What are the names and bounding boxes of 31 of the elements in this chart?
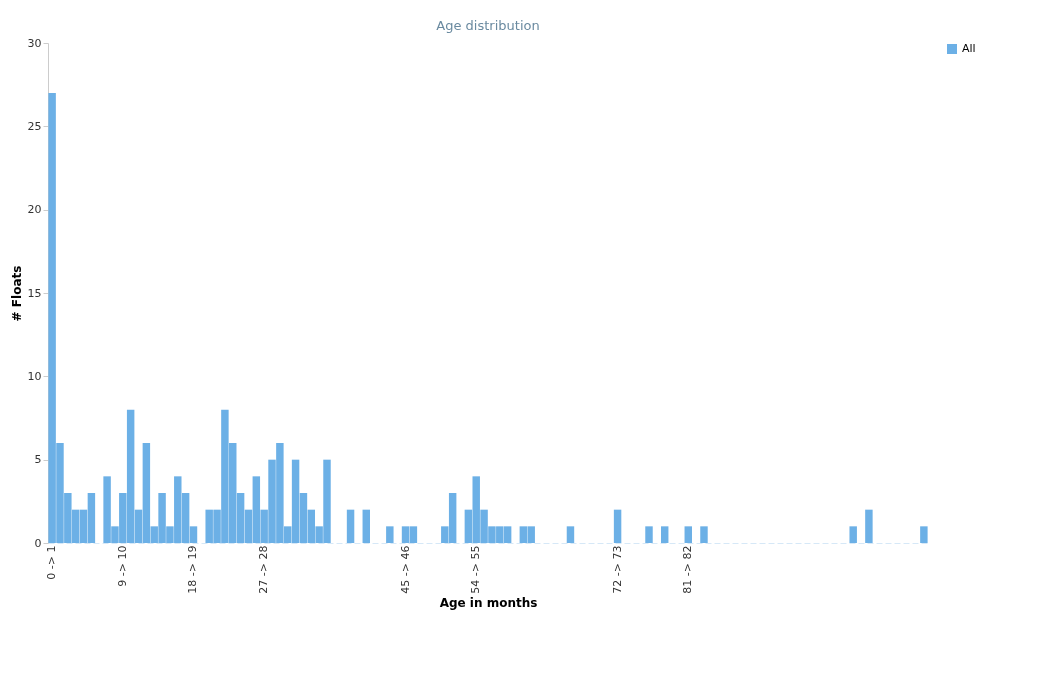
bar: [362, 509, 370, 543]
bar: [920, 526, 928, 543]
y-tick-label: 0: [34, 536, 42, 550]
x-tick-label: 9 -> 10: [115, 545, 129, 587]
y-axis-title: # Floats: [9, 265, 24, 322]
x-tick-label: 18 -> 19: [186, 545, 200, 594]
bar: [386, 526, 394, 543]
x-tick-label: 0 -> 1: [45, 545, 59, 580]
y-tick-label: 20: [27, 203, 42, 217]
bar: [346, 509, 355, 543]
x-tick-label: 45 -> 46: [398, 545, 412, 594]
y-tick-label: 5: [34, 453, 42, 467]
legend-label: All: [962, 42, 976, 55]
x-tick-label: 27 -> 28: [257, 545, 271, 594]
y-tick-label: 15: [27, 286, 42, 300]
bar: [700, 526, 708, 543]
y-tick-label: 25: [27, 119, 42, 133]
y-tick-label: 10: [27, 369, 42, 383]
bar: [613, 509, 622, 543]
bar: [684, 526, 692, 543]
x-tick-label: 72 -> 73: [610, 545, 624, 594]
y-tick-label: 30: [27, 36, 42, 50]
bar: [566, 526, 575, 543]
bar: [645, 526, 653, 543]
x-tick-label: 54 -> 55: [469, 545, 483, 594]
bar: [849, 526, 857, 543]
bar: [660, 526, 669, 543]
x-tick-label: 81 -> 82: [681, 545, 695, 594]
bar: [865, 509, 873, 543]
x-axis-title: Age in months: [439, 595, 538, 610]
chart-title: Age distribution: [436, 18, 540, 33]
